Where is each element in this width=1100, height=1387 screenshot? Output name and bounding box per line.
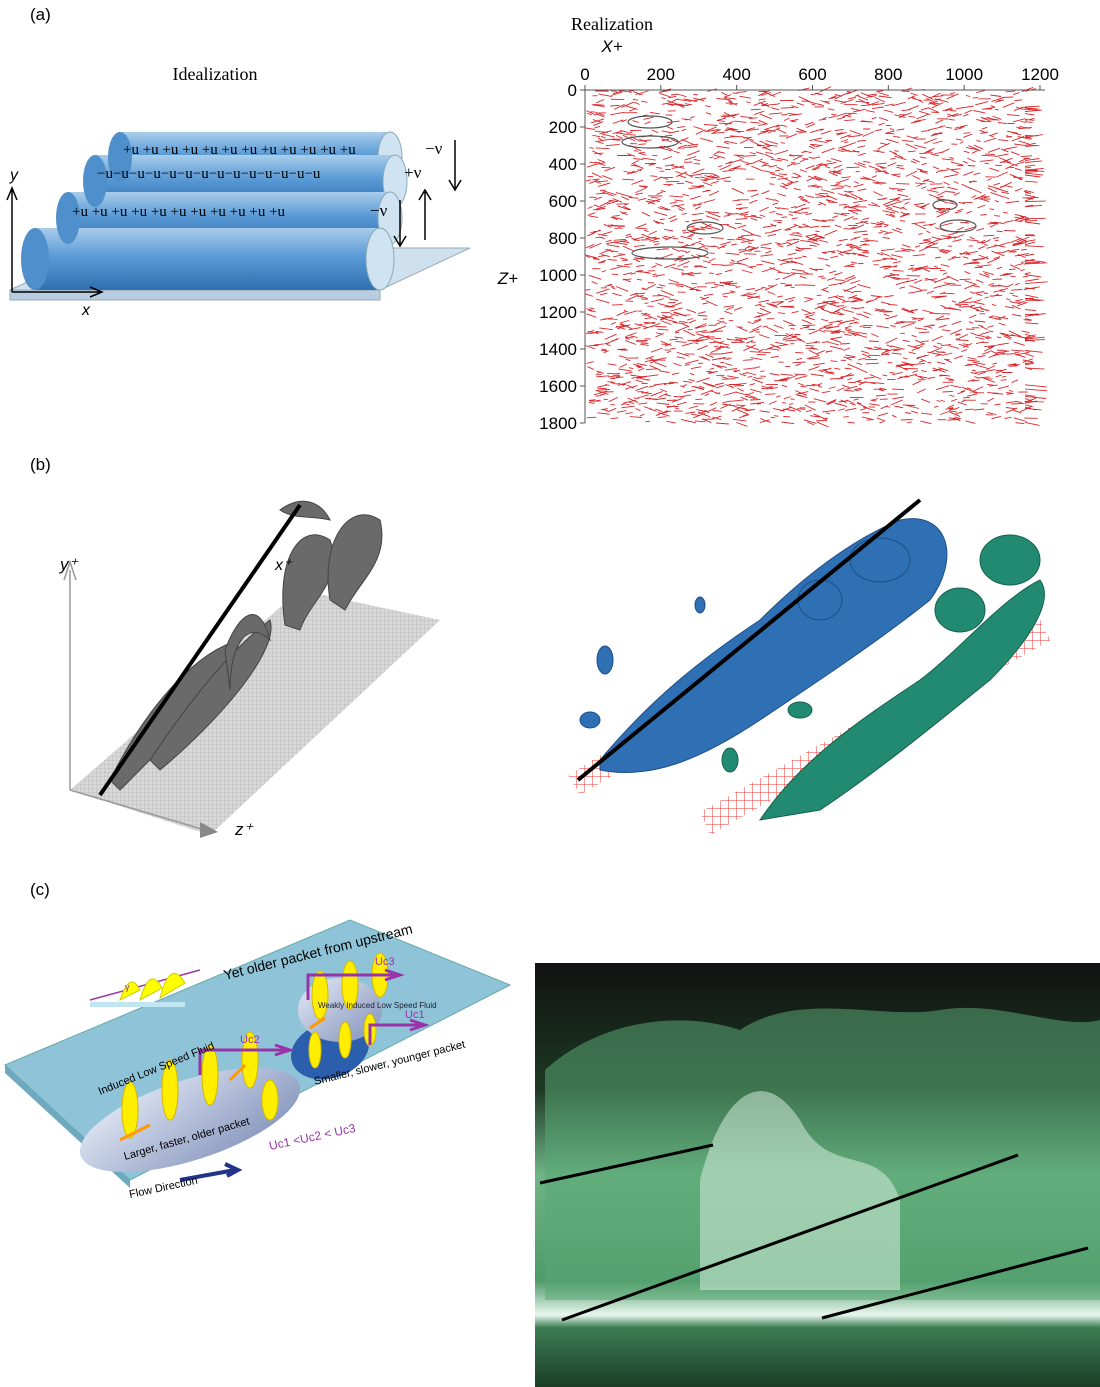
y-tick-label: 600 bbox=[549, 192, 577, 211]
rect-shape bbox=[90, 1002, 185, 1007]
path-shape bbox=[140, 979, 162, 1000]
y-tick-label: 1600 bbox=[539, 377, 577, 396]
axis-label: x bbox=[81, 302, 91, 319]
path-shape bbox=[280, 501, 330, 520]
row-text: −u−u−u−u−u−u−u−u−u−u−u−u−u−u bbox=[97, 166, 321, 182]
ellipse-shape bbox=[722, 748, 738, 772]
ellipse-shape bbox=[798, 580, 842, 620]
path-shape bbox=[449, 140, 461, 190]
ellipse-shape bbox=[262, 1080, 278, 1120]
panel-label: (a) bbox=[30, 5, 51, 24]
x-tick-label: 600 bbox=[798, 65, 826, 84]
ellipse-shape bbox=[312, 971, 328, 1019]
velocity: +ν bbox=[404, 163, 422, 182]
title: Idealization bbox=[173, 64, 258, 84]
angle-label: γ bbox=[125, 982, 130, 992]
ellipse-shape bbox=[695, 597, 705, 613]
velocity: −ν bbox=[370, 201, 388, 220]
y-tick-label: 0 bbox=[568, 81, 577, 100]
y-tick-label: 400 bbox=[549, 155, 577, 174]
annotation: Uc2 bbox=[240, 1034, 260, 1046]
x-tick-label: 400 bbox=[722, 65, 750, 84]
ellipse-shape bbox=[935, 588, 985, 632]
ellipse-shape bbox=[850, 538, 910, 582]
ellipse-shape bbox=[597, 646, 613, 674]
axis-label: x⁺ bbox=[274, 557, 293, 574]
panel-b-right bbox=[568, 500, 1050, 835]
path-shape bbox=[419, 190, 431, 240]
ellipse-shape bbox=[309, 1032, 321, 1068]
panel-b-left bbox=[64, 501, 440, 838]
y-tick-label: 800 bbox=[549, 229, 577, 248]
ellipse-shape bbox=[366, 228, 394, 290]
ellipse-shape bbox=[21, 228, 49, 290]
structure-outline bbox=[632, 247, 708, 259]
axis-label: Z+ bbox=[497, 269, 518, 288]
annotation: Uc1 <Uc2 < Uc3 bbox=[268, 1121, 357, 1153]
page: (a) Idealization +u +u +u +u +u +u +u +u… bbox=[0, 0, 1100, 1387]
vector-strokes bbox=[585, 87, 1048, 427]
x-tick-label: 200 bbox=[647, 65, 675, 84]
ellipse-shape bbox=[980, 535, 1040, 585]
panel-label: (b) bbox=[30, 455, 51, 474]
axis-label: y⁺ bbox=[59, 555, 80, 574]
ellipse-shape bbox=[580, 712, 600, 728]
path-shape bbox=[328, 515, 382, 610]
annotation: Flow Direction bbox=[128, 1175, 199, 1201]
x-tick-label: 1200 bbox=[1021, 65, 1059, 84]
ellipse-shape bbox=[122, 1082, 138, 1138]
axis-label: y bbox=[9, 167, 19, 184]
annotation: Uc3 bbox=[375, 956, 395, 968]
panel-c-photo bbox=[535, 963, 1100, 1387]
x-tick-label: 1000 bbox=[945, 65, 983, 84]
title: Realization bbox=[571, 14, 653, 34]
annotation: Uc1 bbox=[405, 1009, 425, 1021]
y-tick-label: 1200 bbox=[539, 303, 577, 322]
y-tick-label: 1800 bbox=[539, 414, 577, 433]
vector-field bbox=[585, 87, 1048, 427]
y-tick-label: 200 bbox=[549, 118, 577, 137]
ellipse-shape bbox=[788, 702, 812, 718]
axis-label: X+ bbox=[600, 37, 622, 56]
x-tick-label: 800 bbox=[874, 65, 902, 84]
rect-shape bbox=[35, 228, 380, 290]
y-tick-label: 1400 bbox=[539, 340, 577, 359]
ellipse-shape bbox=[339, 1022, 351, 1058]
structure-outline bbox=[622, 136, 678, 148]
velocity: −ν bbox=[425, 139, 443, 158]
y-tick-label: 1000 bbox=[539, 266, 577, 285]
axis-line bbox=[585, 90, 1045, 423]
path-shape bbox=[120, 982, 140, 1000]
row-text: +u +u +u +u +u +u +u +u +u +u +u bbox=[72, 204, 286, 220]
row-text: +u +u +u +u +u +u +u +u +u +u +u +u bbox=[123, 142, 356, 158]
panel-label: (c) bbox=[30, 880, 50, 899]
figure: (a) Idealization +u +u +u +u +u +u +u +u… bbox=[0, 0, 1100, 1387]
axis-label: z⁺ bbox=[234, 820, 255, 839]
x-tick-label: 0 bbox=[580, 65, 589, 84]
